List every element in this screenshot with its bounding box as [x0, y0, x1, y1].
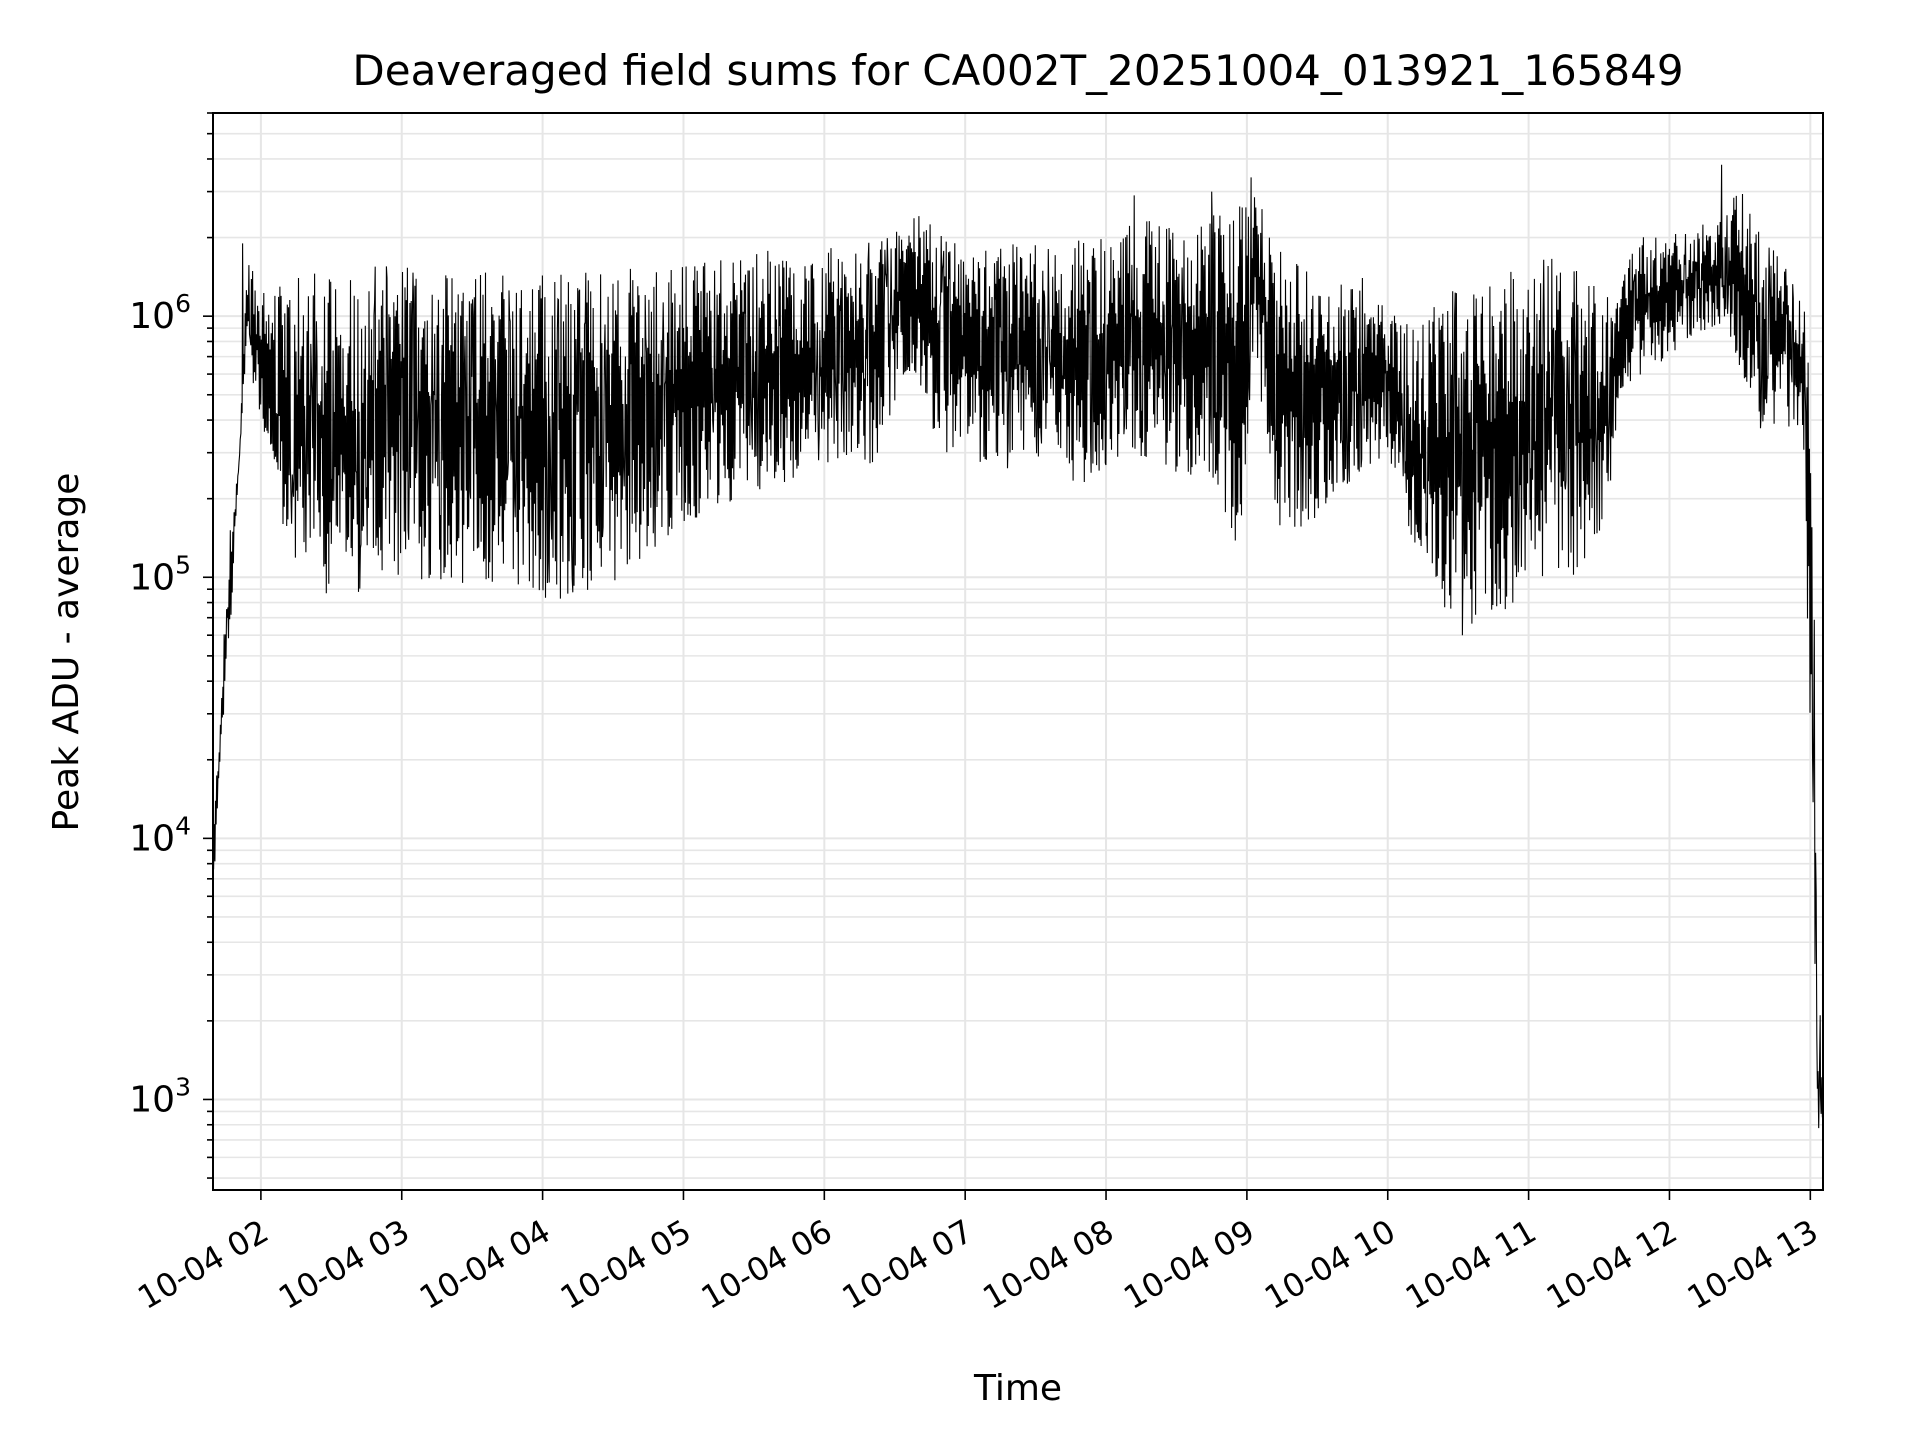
plot-frame [212, 112, 1824, 1191]
grid-layer [213, 112, 1823, 1190]
y-tick-label: 104 [129, 811, 191, 859]
x-axis-label: Time [973, 1368, 1062, 1409]
chart-title: Deaveraged field sums for CA002T_2025100… [352, 46, 1683, 95]
series-line-field-sums [212, 164, 1824, 1129]
y-axis-label: Peak ADU - average [46, 473, 87, 832]
data-line-layer [212, 164, 1824, 1129]
y-tick-label: 105 [129, 550, 191, 598]
y-tick-label: 106 [129, 289, 191, 337]
y-tick-label: 103 [129, 1072, 191, 1120]
